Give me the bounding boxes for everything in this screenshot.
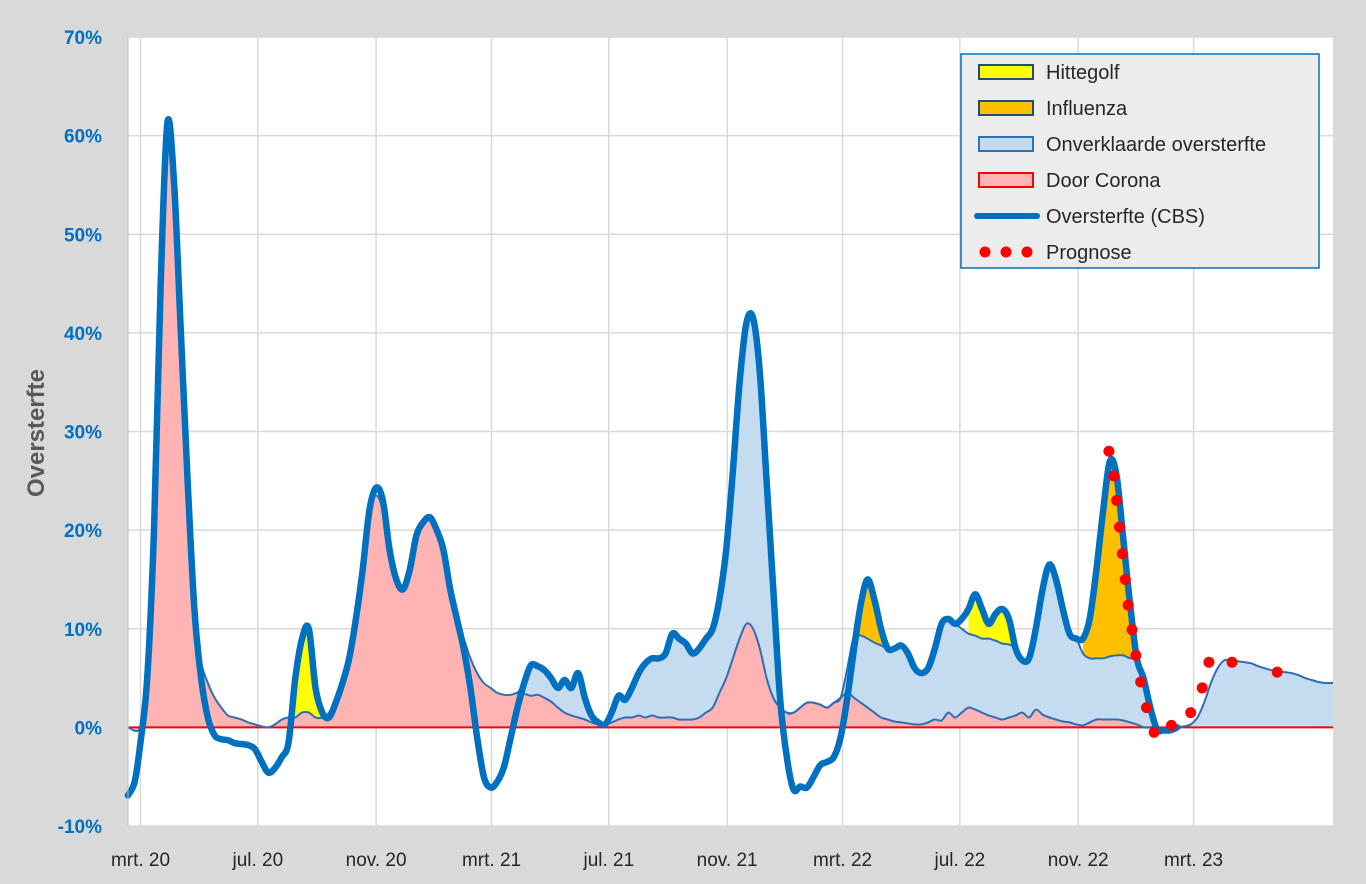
- x-tick-label: jul. 21: [582, 850, 634, 871]
- x-tick-label: nov. 21: [697, 850, 758, 871]
- prognose-point: [1165, 719, 1177, 731]
- x-tick-label: jul. 22: [934, 850, 986, 871]
- legend-label-prognose: Prognose: [1046, 242, 1132, 264]
- prognose-point: [1103, 445, 1115, 457]
- legend-swatch-onverklaarde: [978, 136, 1034, 152]
- y-tick-label: 50%: [64, 225, 102, 246]
- prognose-point: [1226, 656, 1238, 668]
- area-onverklaarde-oversterfte: [517, 313, 1333, 732]
- prognose-point: [1148, 726, 1160, 738]
- prognose-point: [1185, 707, 1197, 719]
- prognose-point: [1126, 624, 1138, 636]
- area-influenza: [847, 579, 888, 669]
- area-door-corona: [128, 132, 1151, 732]
- prognose-point: [1111, 495, 1123, 507]
- legend: Hittegolf Influenza Onverklaarde oversterf…: [960, 53, 1320, 269]
- y-tick-label: 10%: [64, 620, 102, 641]
- x-tick-label: mrt. 23: [1164, 850, 1223, 871]
- x-tick-label: nov. 20: [346, 850, 407, 871]
- x-tick-label: mrt. 20: [111, 850, 170, 871]
- prognose-point: [1140, 702, 1152, 714]
- legend-swatch-prognose-dot: [979, 246, 991, 258]
- y-tick-label: 70%: [64, 28, 102, 49]
- legend-swatch-hittegolf: [978, 64, 1034, 80]
- legend-label-oversterfte: Oversterfte (CBS): [1046, 206, 1205, 228]
- prognose-point: [1196, 682, 1208, 694]
- x-tick-label: jul. 20: [231, 850, 283, 871]
- line-oversterfte-cbs: [124, 116, 1181, 799]
- prognose-point: [1203, 656, 1215, 668]
- axes: -10% 0% 10% 20% 30% 40% 50% 60% 70% mrt. 20 jul. 2…: [58, 28, 1223, 871]
- x-tick-label: mrt. 22: [813, 850, 872, 871]
- y-tick-label: 40%: [64, 324, 102, 345]
- x-tick-label: nov. 22: [1048, 850, 1109, 871]
- legend-swatch-prognose-dot: [1000, 246, 1012, 258]
- legend-box: [960, 53, 1320, 269]
- prognose-point: [1114, 521, 1126, 533]
- legend-swatch-influenza: [978, 100, 1034, 116]
- area-influenza: [1083, 459, 1137, 659]
- y-tick-label: 0%: [75, 718, 103, 739]
- prognose-point: [1122, 599, 1134, 611]
- legend-label-corona: Door Corona: [1046, 170, 1161, 192]
- prognose-point: [1119, 573, 1131, 585]
- series-lines: [124, 116, 1334, 799]
- prognose-point: [1130, 649, 1142, 661]
- legend-label-onverklaarde: Onverklaarde oversterfte: [1046, 134, 1266, 156]
- prognose-point: [1271, 666, 1283, 678]
- legend-label-hittegolf: Hittegolf: [1046, 62, 1120, 84]
- y-tick-label: 20%: [64, 521, 102, 542]
- x-tick-label: mrt. 21: [462, 850, 521, 871]
- legend-swatch-prognose-dot: [1021, 246, 1033, 258]
- line-door-corona-top: [127, 131, 1151, 733]
- legend-label-influenza: Influenza: [1046, 98, 1128, 120]
- y-tick-label: 30%: [64, 423, 102, 444]
- y-tick-label: -10%: [58, 817, 102, 838]
- prognose-dots: [1103, 445, 1283, 738]
- prognose-point: [1116, 548, 1128, 560]
- prognose-point: [1108, 470, 1120, 482]
- prognose-point: [1135, 676, 1147, 688]
- legend-swatch-corona: [978, 172, 1034, 188]
- y-axis-title: Oversterfte: [23, 369, 50, 497]
- y-tick-label: 60%: [64, 127, 102, 148]
